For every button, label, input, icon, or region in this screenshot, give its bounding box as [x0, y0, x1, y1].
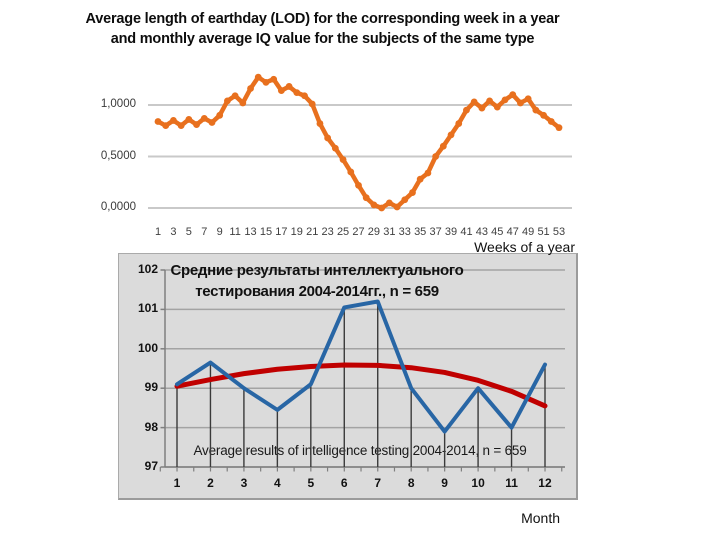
iq-chart-title-line1: Средние результаты интеллектуального: [170, 262, 464, 279]
iq-x-axis-labels: 1 2 3 4 5 6 7 8 9 10 11 12: [0, 476, 720, 492]
iq-y-tick-label: 98: [144, 419, 158, 434]
week-tick-label: 13: [244, 226, 257, 238]
page-title-line2: and monthly average IQ value for the sub…: [110, 31, 535, 47]
week-tick-label: 3: [170, 226, 177, 238]
lod-y-tick-label: 0,0000: [100, 201, 136, 213]
page-title-line1: Average length of earthday (LOD) for the…: [85, 11, 560, 27]
week-tick-label: 25: [336, 226, 350, 238]
x-axis-title-weeks: Weeks of a year: [474, 239, 575, 255]
week-tick-label: 47: [506, 226, 519, 238]
week-tick-label: 19: [290, 226, 303, 238]
week-tick-label: 21: [306, 226, 319, 238]
lod-y-tick-label: 0,5000: [100, 149, 136, 162]
week-tick-label: 15: [259, 226, 273, 238]
week-tick-label: 9: [216, 226, 223, 238]
month-tick-label: 9: [441, 476, 448, 490]
week-tick-label: 23: [321, 226, 334, 238]
week-tick-label: 39: [444, 226, 458, 238]
page-title: Average length of earthday (LOD) for the…: [35, 9, 610, 49]
iq-chart-title-line2: тестирования 2004-2014гг., n = 659: [195, 283, 439, 300]
iq-y-tick-label: 97: [144, 459, 158, 473]
week-tick-label: 35: [414, 226, 427, 238]
week-tick-label: 51: [537, 226, 550, 238]
week-tick-label: 43: [475, 226, 488, 238]
month-tick-label: 12: [538, 476, 552, 490]
week-tick-label: 7: [201, 226, 208, 238]
week-tick-label: 5: [185, 226, 192, 238]
iq-chart-title: Средние результаты интеллектуального тес…: [168, 260, 466, 302]
week-tick-label: 41: [460, 226, 473, 238]
iq-y-tick-label: 100: [137, 340, 158, 355]
week-tick-label: 53: [552, 226, 566, 238]
month-tick-label: 7: [374, 476, 382, 490]
week-tick-label: 29: [367, 226, 381, 238]
week-tick-label: 33: [398, 226, 411, 238]
iq-chart-subtitle: Average results of intelligence testing …: [193, 443, 527, 458]
lod-y-tick-label: 1,0000: [100, 98, 136, 110]
month-tick-label: 4: [274, 476, 281, 490]
month-tick-label: 8: [407, 476, 415, 490]
iq-y-tick-label: 102: [137, 262, 158, 276]
week-tick-label: 27: [352, 226, 365, 238]
week-tick-label: 31: [383, 226, 396, 238]
lod-x-axis-labels: 1 3 5 7 9 11 13 15 17 19 21 23 25 27 29 31 33 35 37 39 41 43 4…: [0, 226, 720, 240]
x-axis-title-month: Month: [521, 510, 560, 526]
week-tick-label: 49: [522, 226, 535, 238]
week-tick-label: 37: [429, 226, 442, 238]
week-tick-label: 45: [491, 226, 504, 238]
month-tick-label: 1: [173, 476, 181, 490]
month-tick-label: 2: [207, 476, 214, 490]
week-tick-label: 17: [275, 226, 288, 238]
month-tick-label: 6: [340, 476, 348, 490]
month-tick-label: 10: [471, 476, 485, 490]
month-tick-label: 5: [307, 476, 315, 490]
iq-y-tick-label: 99: [144, 380, 158, 395]
month-tick-label: 11: [505, 476, 518, 490]
month-tick-label: 3: [240, 476, 248, 490]
iq-y-tick-label: 101: [137, 301, 158, 316]
week-tick-label: 11: [229, 226, 241, 238]
week-tick-label: 1: [154, 226, 162, 238]
